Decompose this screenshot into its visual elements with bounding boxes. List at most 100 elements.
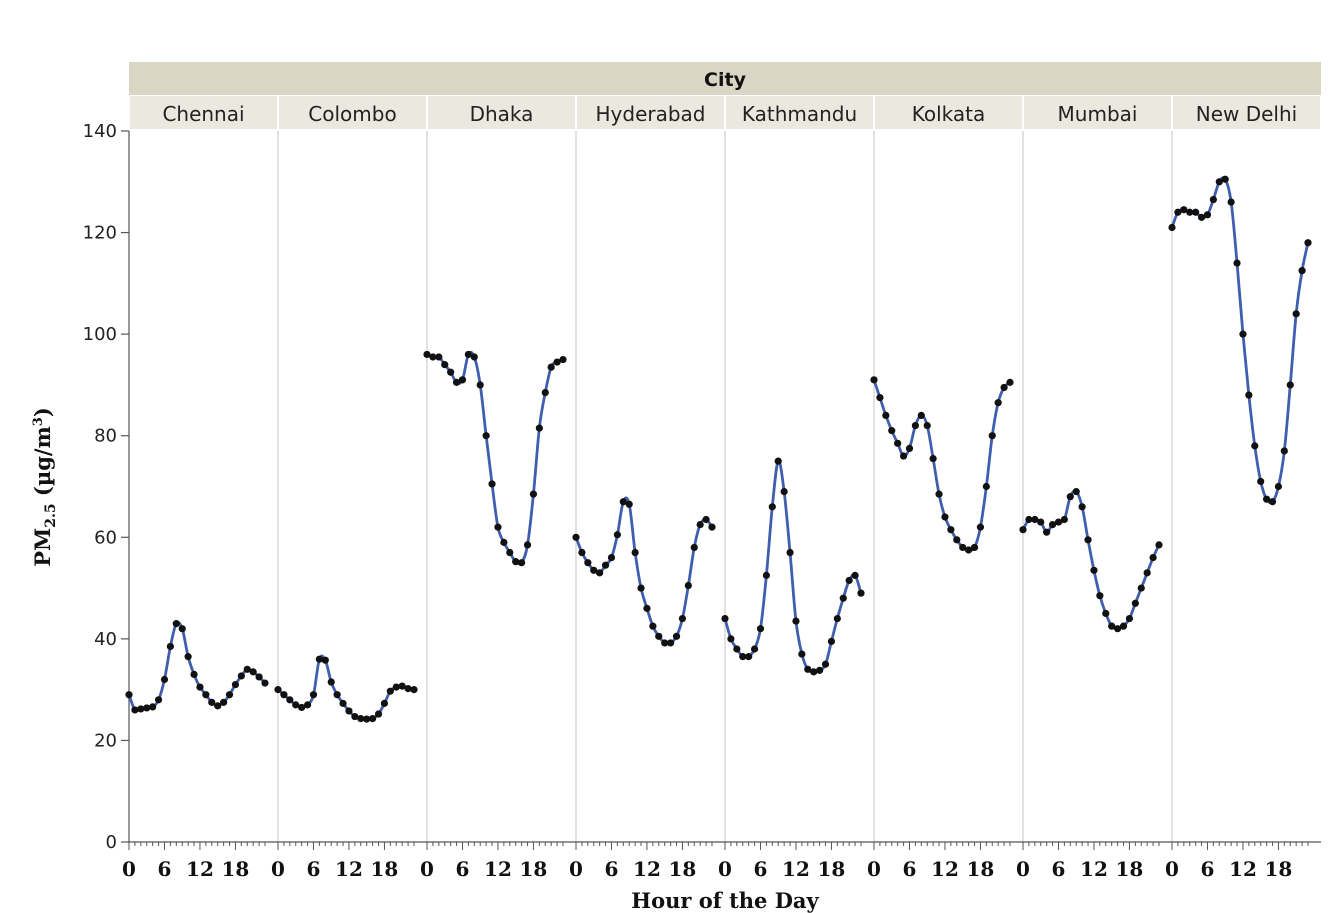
data-point-colombo: [410, 686, 417, 693]
data-point-kathmandu: [727, 635, 734, 642]
data-point-kolkata: [995, 399, 1002, 406]
panel-label-mumbai: Mumbai: [1058, 102, 1138, 126]
data-point-mumbai: [1079, 503, 1086, 510]
data-point-mumbai: [1073, 488, 1080, 495]
data-point-mumbai: [1126, 615, 1133, 622]
data-point-colombo: [286, 696, 293, 703]
x-tick-label: 12: [335, 857, 363, 881]
data-point-chennai: [261, 679, 268, 686]
data-point-mumbai: [1019, 526, 1026, 533]
data-point-kolkata: [953, 536, 960, 543]
data-point-kolkata: [1006, 379, 1013, 386]
y-axis-title-subscript: 2.5: [43, 503, 59, 527]
data-point-kolkata: [1000, 384, 1007, 391]
data-point-hyderabad: [655, 633, 662, 640]
data-point-kathmandu: [851, 572, 858, 579]
x-tick-label: 0: [420, 857, 434, 881]
data-point-chennai: [149, 703, 156, 710]
data-point-kathmandu: [733, 645, 740, 652]
x-tick-label: 0: [867, 857, 881, 881]
data-point-hyderabad: [608, 554, 615, 561]
data-point-chennai: [173, 620, 180, 627]
data-point-kolkata: [894, 440, 901, 447]
data-point-chennai: [190, 671, 197, 678]
x-tick-label: 0: [1016, 857, 1030, 881]
data-point-dhaka: [542, 389, 549, 396]
y-tick-label: 140: [83, 121, 117, 142]
panel-label-kathmandu: Kathmandu: [742, 102, 857, 126]
data-point-hyderabad: [685, 582, 692, 589]
data-point-kathmandu: [769, 503, 776, 510]
data-point-hyderabad: [649, 623, 656, 630]
x-tick-label: 0: [1165, 857, 1179, 881]
data-point-mumbai: [1102, 610, 1109, 617]
data-point-kolkata: [983, 483, 990, 490]
data-point-mumbai: [1061, 516, 1068, 523]
data-point-hyderabad: [584, 559, 591, 566]
data-point-chennai: [125, 691, 132, 698]
data-point-new-delhi: [1245, 391, 1252, 398]
data-point-kolkata: [989, 432, 996, 439]
x-tick-label: 6: [1201, 857, 1215, 881]
data-point-dhaka: [500, 539, 507, 546]
data-point-dhaka: [471, 353, 478, 360]
x-tick-label: 18: [520, 857, 548, 881]
panel-label-new-delhi: New Delhi: [1196, 102, 1297, 126]
data-point-hyderabad: [572, 534, 579, 541]
data-point-chennai: [167, 643, 174, 650]
facet-header-title: City: [704, 69, 747, 91]
data-point-hyderabad: [614, 531, 621, 538]
x-tick-label: 12: [931, 857, 959, 881]
panel-label-chennai: Chennai: [162, 102, 244, 126]
x-tick-label: 18: [1265, 857, 1293, 881]
data-point-kolkata: [870, 376, 877, 383]
x-tick-label: 18: [222, 857, 250, 881]
data-point-mumbai: [1096, 592, 1103, 599]
y-tick-label: 80: [94, 426, 117, 447]
x-tick-label: 18: [1116, 857, 1144, 881]
data-point-chennai: [161, 676, 168, 683]
x-tick-label: 12: [484, 857, 512, 881]
data-point-hyderabad: [596, 569, 603, 576]
data-point-kathmandu: [757, 625, 764, 632]
data-point-dhaka: [530, 491, 537, 498]
data-point-chennai: [202, 691, 209, 698]
data-point-dhaka: [536, 425, 543, 432]
data-point-kolkata: [882, 412, 889, 419]
data-point-hyderabad: [632, 549, 639, 556]
y-tick-label: 100: [83, 324, 117, 345]
panel-label-dhaka: Dhaka: [470, 102, 534, 126]
data-point-hyderabad: [708, 524, 715, 531]
data-point-hyderabad: [702, 516, 709, 523]
data-point-kathmandu: [763, 572, 770, 579]
x-tick-label: 18: [818, 857, 846, 881]
data-point-new-delhi: [1269, 498, 1276, 505]
x-tick-label: 0: [122, 857, 136, 881]
data-point-mumbai: [1084, 536, 1091, 543]
data-point-new-delhi: [1298, 267, 1305, 274]
data-point-kathmandu: [792, 617, 799, 624]
x-tick-label: 6: [158, 857, 172, 881]
data-point-kolkata: [918, 412, 925, 419]
data-point-kolkata: [924, 422, 931, 429]
data-point-colombo: [345, 707, 352, 714]
data-point-new-delhi: [1257, 478, 1264, 485]
data-point-hyderabad: [673, 633, 680, 640]
x-tick-label: 6: [903, 857, 917, 881]
data-point-chennai: [179, 625, 186, 632]
data-point-kathmandu: [857, 590, 864, 597]
x-tick-label: 12: [1229, 857, 1257, 881]
data-point-kolkata: [900, 452, 907, 459]
data-point-dhaka: [506, 549, 513, 556]
data-point-mumbai: [1132, 600, 1139, 607]
x-tick-label: 12: [186, 857, 214, 881]
data-point-dhaka: [548, 364, 555, 371]
data-point-dhaka: [483, 432, 490, 439]
data-point-new-delhi: [1204, 211, 1211, 218]
data-point-dhaka: [559, 356, 566, 363]
data-point-colombo: [375, 710, 382, 717]
data-point-colombo: [387, 688, 394, 695]
data-point-kolkata: [941, 513, 948, 520]
x-tick-label: 6: [307, 857, 321, 881]
data-point-colombo: [310, 691, 317, 698]
